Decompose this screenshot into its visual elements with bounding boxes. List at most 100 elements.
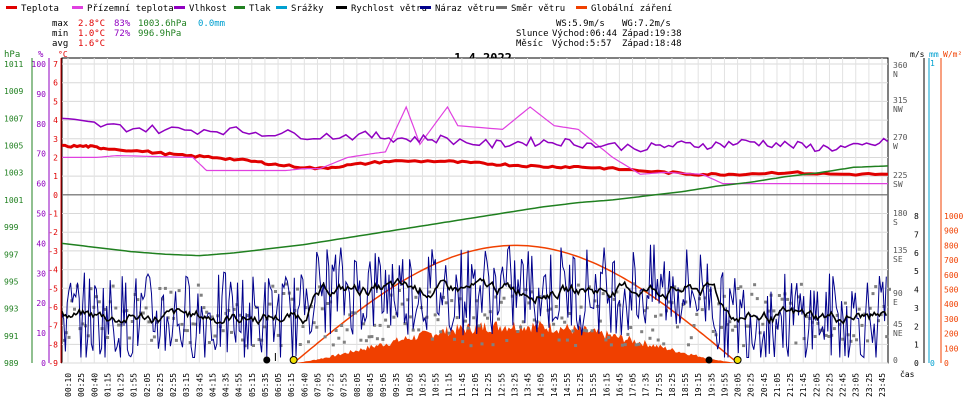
x-tick-label: 06:15 [287,373,296,397]
wind-direction-point [315,325,319,329]
x-tick-label: 00:25 [77,373,86,397]
wind-direction-point [163,286,167,290]
legend-swatch [276,6,287,9]
wind-direction-point [552,322,556,326]
wind-direction-point [433,313,437,317]
wind-direction-point [400,302,404,306]
pressure-tick: 1007 [4,114,23,123]
legend-swatch [576,6,587,9]
wind-direction-point [392,315,396,319]
wind-direction-point [744,324,748,328]
wind-direction-point [631,282,635,286]
wind-direction-point [667,300,671,304]
radiation-tick: 900 [944,227,959,236]
x-tick-label: 20:25 [747,373,756,397]
wind-direction-point [334,329,338,332]
wind-direction-point [81,322,85,326]
humidity-tick: 70 [36,150,46,159]
time-unit: čas [900,369,915,379]
wind-direction-point [312,321,316,325]
wind-direction-point [205,310,209,314]
series-přízemní-teplota [62,105,888,185]
direction-tick: 315 [893,96,908,105]
wind-direction-point [720,325,723,329]
x-tick-label: 21:05 [773,373,782,397]
wind-tick: 1 [914,341,919,350]
x-tick-label: 21:25 [786,373,795,397]
x-tick-label: 19:55 [720,373,729,397]
legend-swatch [420,6,431,9]
x-tick-label: 12:05 [471,373,480,397]
direction-tick: 90 [893,289,903,298]
wind-direction-point [543,294,547,298]
wind-direction-point [103,307,107,311]
x-tick-label: 10:55 [432,373,441,397]
humidity-tick: 80 [36,120,46,129]
wind-direction-point [838,323,842,327]
direction-tick: 135 [893,246,908,255]
x-tick-label: 00:40 [90,373,99,397]
wind-direction-point [565,338,569,342]
wind-direction-point [868,306,872,310]
wind-direction-point [659,313,663,317]
direction-tick: 45 [893,320,903,329]
wind-direction-point [199,293,203,297]
wind-direction-point [497,317,500,321]
humidity-tick: 0 [41,359,46,368]
x-tick-label: 17:55 [655,373,664,397]
wind-direction-point [516,330,520,333]
wind-direction-point [499,300,503,304]
wind-direction-point [174,338,178,342]
wind-direction-point [521,320,525,324]
x-tick-label: 09:35 [392,373,401,397]
pressure-tick: 991 [4,332,19,341]
wind-direction-point [824,333,828,337]
wind-direction-point [643,309,646,313]
wind-direction-point [604,338,608,342]
wind-direction-point [722,294,726,298]
wind-direction-point [755,297,759,301]
wind-direction-point [144,306,148,310]
wind-direction-point [282,292,286,295]
x-tick-label: 16:45 [615,373,624,397]
series-wind-speed [61,277,888,326]
pressure-tick: 1001 [4,196,23,205]
wind-direction-point [323,335,327,339]
temp-tick: 7 [53,60,58,69]
wind-direction-point [191,322,195,326]
wind-direction-point [810,320,814,324]
wind-direction-point [117,323,121,327]
wind-direction-point [733,324,737,328]
wind-direction-point [475,299,478,303]
wind-direction-point [417,328,421,332]
wind-direction-point [888,287,891,291]
wind-direction-point [832,327,836,331]
wind-direction-point [246,314,250,317]
wind-direction-point [568,312,572,315]
x-tick-label: 15:55 [589,373,598,397]
wind-direction-point [513,286,517,290]
wind-direction-point [397,289,401,292]
wind-direction-point [571,329,575,333]
wind-tick: 6 [914,249,919,258]
x-tick-label: 03:15 [182,373,191,397]
temp-tick: 4 [53,116,58,125]
x-tick-label: 17:35 [642,373,651,397]
legend-swatch [496,6,507,9]
stat-avg-temp: 1.6°C [78,39,105,49]
wind-direction-point [532,318,536,322]
humidity-tick: 20 [36,299,46,308]
wind-direction-point [406,298,410,302]
wind-direction-point [582,328,586,332]
legend-entry: Teplota [21,4,59,14]
temp-tick: -1 [48,210,58,219]
wind-direction-point [453,337,456,341]
wind-unit: m/s [910,50,925,59]
x-tick-label: 08:45 [366,373,375,397]
wind-direction-point [450,299,454,303]
wind-direction-point [464,319,467,323]
sunset-marker [733,356,742,364]
wind-direction-point [218,325,222,329]
humidity-tick: 40 [36,239,46,248]
wind-direction-point [491,343,495,347]
